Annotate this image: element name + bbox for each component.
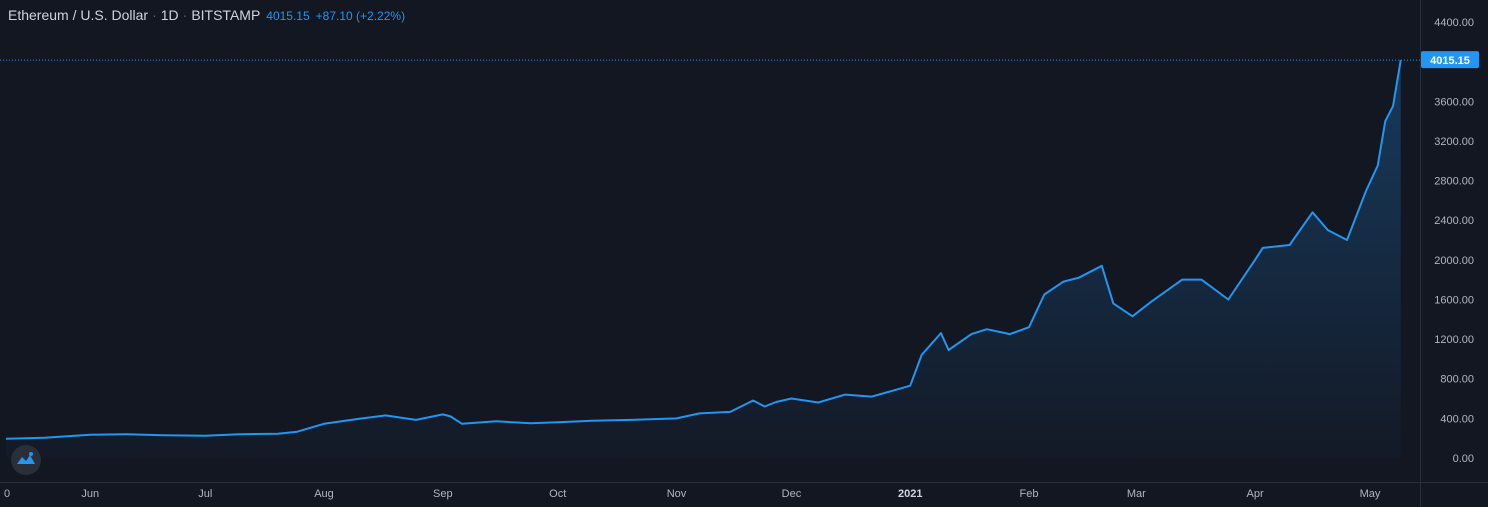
y-tick-label: 3200.00 [1434,136,1474,148]
price-change: +87.10 (+2.22%) [315,9,406,23]
y-tick-label: 1200.00 [1434,334,1474,346]
y-tick-label: 2000.00 [1434,255,1474,267]
series-area [6,60,1401,458]
x-tick-label: Aug [314,488,334,500]
x-tick-label: Feb [1020,488,1039,500]
last-price: 4015.15 [266,9,310,23]
y-tick-label: 2400.00 [1434,215,1474,227]
y-tick-label: 1600.00 [1434,294,1474,306]
x-tick-label: Oct [549,488,566,500]
symbol-name[interactable]: Ethereum / U.S. Dollar [8,7,149,23]
x-tick-label: Mar [1127,488,1146,500]
last-price-tag [1421,51,1479,69]
x-tick-label: Jul [198,488,212,500]
chart-legend: Ethereum / U.S. Dollar · 1D · BITSTAMP 4015.1… [8,7,405,23]
legend-separator: · [182,7,188,23]
x-tick-label: Dec [782,488,802,500]
legend-separator: · [152,7,157,23]
x-tick-label: Nov [667,488,687,500]
exchange-label: BITSTAMP [191,7,261,23]
x-tick-label: May [1360,488,1381,500]
x-tick-label: 2021 [898,488,922,500]
x-tick-label: 0 [4,488,10,500]
x-tick-label: Apr [1247,488,1264,500]
y-tick-label: 0.00 [1453,453,1474,465]
x-tick-label: Jun [81,488,99,500]
interval-label[interactable]: 1D [160,7,179,23]
x-tick-label: Sep [433,488,453,500]
y-tick-label: 400.00 [1440,413,1474,425]
y-tick-label: 4400.00 [1434,17,1474,29]
last-price-tag-label: 4015.15 [1430,55,1470,67]
y-tick-label: 2800.00 [1434,176,1474,188]
y-tick-label: 800.00 [1440,374,1474,386]
series-line [5,60,1402,440]
y-tick-label: 3600.00 [1434,96,1474,108]
tradingview-logo-icon[interactable] [11,445,41,475]
